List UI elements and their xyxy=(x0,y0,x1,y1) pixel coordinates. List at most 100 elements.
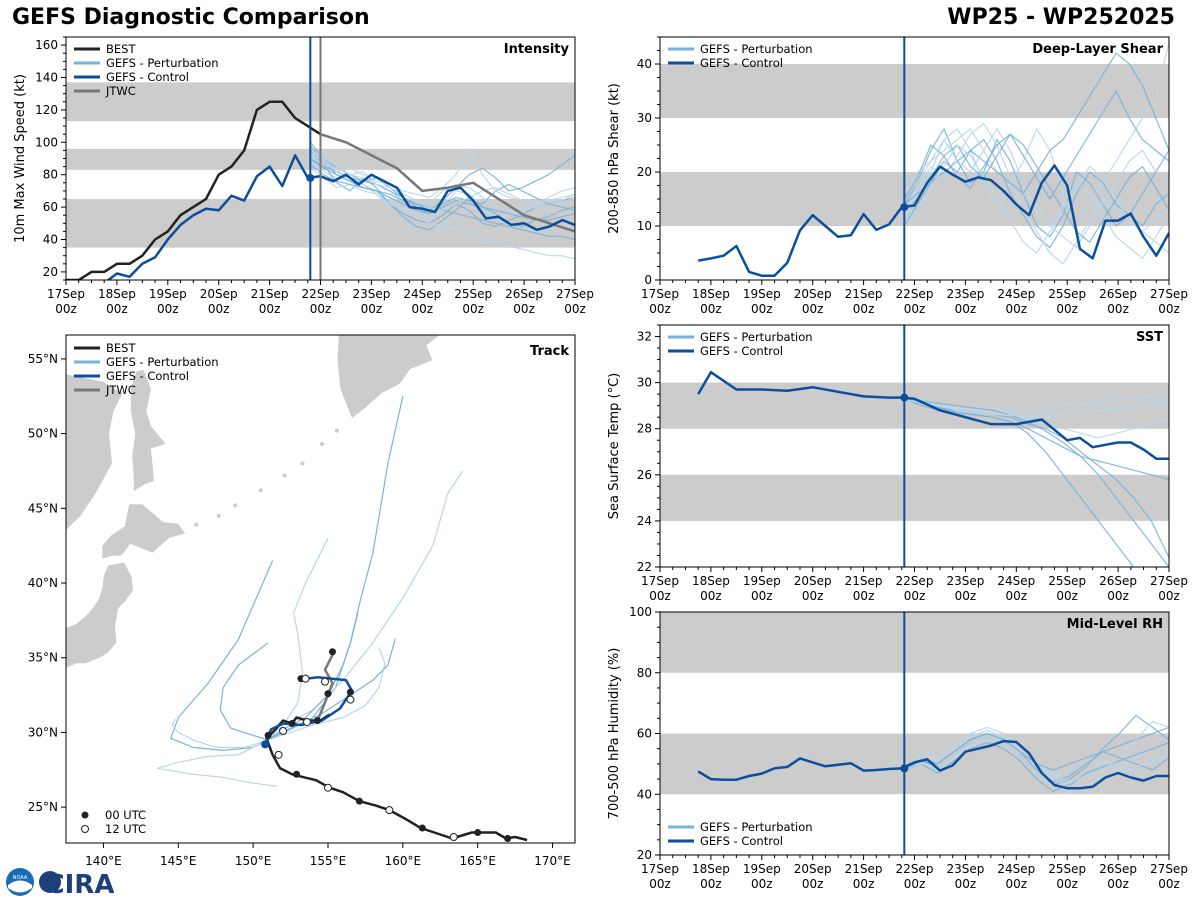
rh-plot-area xyxy=(660,612,1169,855)
rh-y-tick-label: 60 xyxy=(637,727,652,741)
rh-legend-label: GEFS - Perturbation xyxy=(700,820,813,834)
track-perturbation-line xyxy=(157,739,278,787)
intensity-legend-label: BEST xyxy=(106,42,136,56)
intensity-panel: 17Sep00z18Sep00z19Sep00z20Sep00z21Sep00z… xyxy=(13,36,594,316)
rh-y-tick-label: 40 xyxy=(637,787,652,801)
track-12utc-marker xyxy=(301,674,310,683)
track-x-tick-label: 150°E xyxy=(235,854,272,868)
track-y-tick-label: 55°N xyxy=(28,352,58,366)
track-x-tick-label: 160°E xyxy=(385,854,422,868)
sst-y-tick-label: 22 xyxy=(637,560,652,574)
track-00utc-marker xyxy=(324,690,332,698)
intensity-init-marker xyxy=(306,173,315,182)
intensity-x-tick-label: 25Sep xyxy=(454,287,492,301)
rh-x-tick-label: 19Sep xyxy=(743,862,781,876)
track-00utc-marker xyxy=(264,731,272,739)
track-x-tick-label: 170°E xyxy=(534,854,571,868)
track-perturbation-line xyxy=(267,470,464,741)
track-x-tick-label: 145°E xyxy=(160,854,197,868)
rh-x-tick-label: 24Sep xyxy=(997,862,1035,876)
track-12utc-marker xyxy=(323,783,332,792)
rh-perturbation-line xyxy=(904,741,1169,792)
track-legend-label: GEFS - Perturbation xyxy=(106,355,219,369)
sst-x-tick-label: 21Sep xyxy=(845,574,883,588)
rh-x-tick-label: 00z xyxy=(1006,877,1028,891)
intensity-y-tick-label: 60 xyxy=(43,200,58,214)
track-y-tick-label: 40°N xyxy=(28,576,58,590)
track-12utc-marker xyxy=(346,695,355,704)
shear-x-tick-label: 27Sep xyxy=(1150,287,1188,301)
track-y-tick-label: 25°N xyxy=(28,800,58,814)
track-panel-title: Track xyxy=(530,344,569,359)
sst-x-tick-label: 26Sep xyxy=(1099,574,1137,588)
track-x-tick-label: 165°E xyxy=(459,854,496,868)
rh-x-tick-label: 00z xyxy=(1056,877,1078,891)
shear-x-tick-label: 00z xyxy=(700,302,722,316)
track-12utc-marker xyxy=(279,726,288,735)
sst-y-tick-label: 24 xyxy=(637,514,652,528)
shear-y-axis-label: 200-850 hPa Shear (kt) xyxy=(607,83,622,234)
rh-x-tick-label: 00z xyxy=(1158,877,1180,891)
cira-logo-text: CIRA xyxy=(46,870,114,898)
land-kuril-island xyxy=(319,442,324,447)
intensity-legend-label: GEFS - Control xyxy=(106,70,189,84)
shear-x-tick-label: 00z xyxy=(1006,302,1028,316)
track-00utc-marker xyxy=(293,770,301,778)
intensity-y-tick-label: 40 xyxy=(43,233,58,247)
intensity-x-tick-label: 00z xyxy=(106,302,128,316)
track-y-tick-label: 50°N xyxy=(28,427,58,441)
track-00utc-marker xyxy=(314,716,322,724)
intensity-y-axis-label: 10m Max Wind Speed (kt) xyxy=(13,74,28,243)
track-legend-00utc-label: 00 UTC xyxy=(105,808,146,822)
sst-x-tick-label: 00z xyxy=(904,589,926,603)
sst-band xyxy=(660,474,1169,521)
track-12utc-marker xyxy=(274,750,283,759)
shear-x-tick-label: 20Sep xyxy=(794,287,832,301)
shear-panel: 17Sep00z18Sep00z19Sep00z20Sep00z21Sep00z… xyxy=(607,36,1188,316)
shear-x-tick-label: 00z xyxy=(955,302,977,316)
sst-x-tick-label: 00z xyxy=(853,589,875,603)
intensity-legend-label: GEFS - Perturbation xyxy=(106,56,219,70)
sst-x-tick-label: 27Sep xyxy=(1150,574,1188,588)
rh-x-tick-label: 23Sep xyxy=(946,862,984,876)
land-mainland xyxy=(66,373,124,532)
rh-x-tick-label: 21Sep xyxy=(845,862,883,876)
intensity-x-tick-label: 21Sep xyxy=(251,287,289,301)
intensity-x-tick-label: 20Sep xyxy=(200,287,238,301)
sst-x-tick-label: 00z xyxy=(1107,589,1129,603)
shear-control-line xyxy=(697,164,1169,277)
sst-x-tick-label: 17Sep xyxy=(641,574,679,588)
track-perturbation-line xyxy=(267,647,386,741)
shear-perturbation-line xyxy=(903,90,1169,200)
rh-x-tick-label: 00z xyxy=(649,877,671,891)
track-00utc-marker xyxy=(474,829,482,837)
sst-x-tick-label: 00z xyxy=(649,589,671,603)
shear-perturbation-line xyxy=(903,139,1169,249)
intensity-legend-label: JTWC xyxy=(105,84,136,98)
intensity-y-tick-label: 80 xyxy=(43,168,58,182)
shear-y-tick-label: 0 xyxy=(644,273,652,287)
track-legend-12utc-marker xyxy=(81,825,89,833)
intensity-x-tick-label: 00z xyxy=(361,302,383,316)
sst-perturbation-line xyxy=(904,398,1169,567)
rh-x-tick-label: 00z xyxy=(802,877,824,891)
intensity-perturbation-line xyxy=(309,158,575,221)
sst-x-tick-label: 18Sep xyxy=(692,574,730,588)
track-perturbation-line xyxy=(170,560,274,752)
sst-init-marker xyxy=(900,393,909,402)
rh-y-axis-label: 700-500 hPa Humidity (%) xyxy=(607,648,622,820)
sst-y-tick-label: 26 xyxy=(637,468,652,482)
intensity-plot-area xyxy=(66,37,575,280)
intensity-x-tick-label: 00z xyxy=(55,302,77,316)
sst-legend-label: GEFS - Control xyxy=(700,344,783,358)
track-00utc-marker xyxy=(288,719,296,727)
track-00utc-marker xyxy=(418,824,426,832)
sst-y-tick-label: 32 xyxy=(637,330,652,344)
track-12utc-marker xyxy=(449,833,458,842)
land-kuril-island xyxy=(216,513,221,518)
land-honshu xyxy=(66,561,134,669)
rh-x-tick-label: 17Sep xyxy=(641,862,679,876)
shear-y-tick-label: 20 xyxy=(637,165,652,179)
rh-x-tick-label: 18Sep xyxy=(692,862,730,876)
intensity-x-tick-label: 18Sep xyxy=(98,287,136,301)
